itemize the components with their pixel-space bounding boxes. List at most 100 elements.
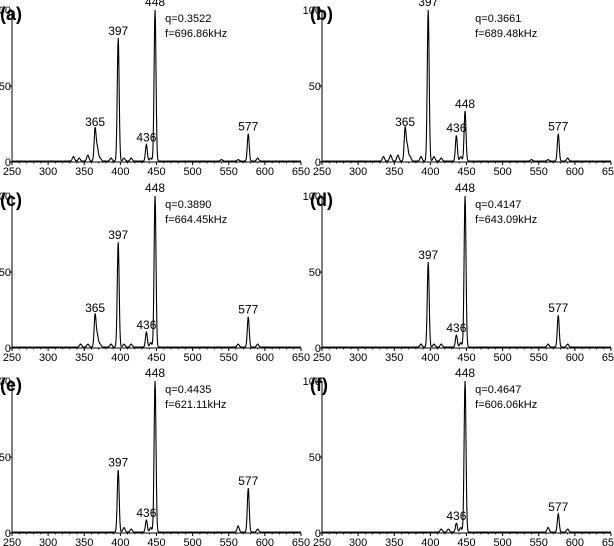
peak-label: 397 xyxy=(108,456,128,470)
panel-label: (a) xyxy=(0,4,22,24)
x-tick-label: 350 xyxy=(385,537,403,546)
peak-label: 397 xyxy=(418,0,438,9)
x-tick-label: 250 xyxy=(3,537,21,546)
x-tick-label: 550 xyxy=(530,352,548,364)
peak-label: 365 xyxy=(85,301,105,315)
x-tick-label: 650 xyxy=(292,166,310,178)
x-tick-label: 550 xyxy=(530,166,548,178)
y-tick-label: 50 xyxy=(0,267,11,279)
x-tick-label: 300 xyxy=(349,537,367,546)
x-tick-label: 300 xyxy=(349,166,367,178)
q-annotation: q=0.3522 xyxy=(165,13,211,25)
peak-label: 436 xyxy=(136,130,156,144)
peak-label: 448 xyxy=(145,0,165,9)
peak-label: 436 xyxy=(136,318,156,332)
y-tick-label: 100 xyxy=(0,5,11,17)
x-tick-label: 250 xyxy=(313,166,331,178)
x-tick-label: 600 xyxy=(566,537,584,546)
peak-label: 577 xyxy=(548,301,568,315)
x-tick-label: 650 xyxy=(602,166,614,178)
y-tick-label: 0 xyxy=(315,157,321,169)
x-tick-label: 450 xyxy=(457,352,475,364)
x-tick-label: 350 xyxy=(385,352,403,364)
x-tick-label: 250 xyxy=(3,352,21,364)
x-tick-label: 350 xyxy=(75,537,93,546)
x-tick-label: 400 xyxy=(421,166,439,178)
y-tick-label: 50 xyxy=(309,452,321,464)
x-tick-label: 350 xyxy=(75,352,93,364)
y-tick-label: 0 xyxy=(5,528,11,540)
peak-label: 577 xyxy=(238,120,258,134)
x-tick-label: 300 xyxy=(39,352,57,364)
y-tick-label: 100 xyxy=(303,191,321,203)
x-tick-label: 650 xyxy=(602,352,614,364)
x-tick-label: 650 xyxy=(602,537,614,546)
panel-label: (f) xyxy=(310,375,328,395)
spectrum-panel: 250 300 350 400 450 500 550 600 650 0 50 100 365 397 4… xyxy=(303,0,614,178)
peak-label: 397 xyxy=(108,24,128,38)
peak-label: 577 xyxy=(238,474,258,488)
x-tick-label: 300 xyxy=(349,352,367,364)
x-tick-label: 400 xyxy=(111,166,129,178)
q-annotation: q=0.3890 xyxy=(165,199,211,211)
y-tick-label: 50 xyxy=(0,452,11,464)
spectrum-panel: 250 300 350 400 450 500 550 600 650 0 50 100 397 436 4… xyxy=(0,366,310,546)
x-tick-label: 600 xyxy=(256,166,274,178)
y-tick-label: 0 xyxy=(5,343,11,355)
x-tick-label: 550 xyxy=(220,352,238,364)
x-tick-label: 250 xyxy=(313,537,331,546)
x-tick-label: 600 xyxy=(256,352,274,364)
panel-label: (e) xyxy=(0,375,22,395)
peak-label: 448 xyxy=(145,181,165,195)
y-tick-label: 100 xyxy=(303,5,321,17)
peak-label: 397 xyxy=(418,248,438,262)
peak-label: 365 xyxy=(395,115,415,129)
y-tick-label: 0 xyxy=(315,528,321,540)
x-tick-label: 450 xyxy=(147,537,165,546)
peak-label: 448 xyxy=(455,366,475,380)
q-annotation: q=0.4435 xyxy=(165,384,211,396)
spectrum-panel: 250 300 350 400 450 500 550 600 650 0 50 100 397 436 4… xyxy=(303,181,614,364)
y-tick-label: 0 xyxy=(5,157,11,169)
x-tick-label: 600 xyxy=(566,352,584,364)
f-annotation: f=664.45kHz xyxy=(165,214,227,226)
peak-label: 436 xyxy=(136,506,156,520)
y-tick-label: 50 xyxy=(309,81,321,93)
panel-label: (c) xyxy=(0,190,22,210)
panel-label: (d) xyxy=(310,190,333,210)
x-tick-label: 400 xyxy=(421,537,439,546)
x-tick-label: 350 xyxy=(75,166,93,178)
f-annotation: f=696.86kHz xyxy=(165,28,227,40)
spectrum-panel: 250 300 350 400 450 500 550 600 650 0 50 100 365 397 4… xyxy=(0,0,310,178)
spectrum-panel: 250 300 350 400 450 500 550 600 650 0 50 100 436 448 5… xyxy=(303,366,614,546)
y-tick-label: 0 xyxy=(315,343,321,355)
peak-label: 577 xyxy=(548,120,568,134)
spectrum-line xyxy=(11,380,302,534)
spectrum-line xyxy=(321,380,612,534)
spectrum-line xyxy=(321,9,612,163)
peak-label: 577 xyxy=(548,500,568,514)
x-tick-label: 450 xyxy=(147,352,165,364)
x-tick-label: 500 xyxy=(493,166,511,178)
x-tick-label: 500 xyxy=(493,537,511,546)
y-tick-label: 50 xyxy=(0,81,11,93)
x-tick-label: 450 xyxy=(457,166,475,178)
x-tick-label: 300 xyxy=(39,537,57,546)
peak-label: 397 xyxy=(108,228,128,242)
f-annotation: f=643.09kHz xyxy=(475,214,537,226)
f-annotation: f=689.48kHz xyxy=(475,28,537,40)
q-annotation: q=0.4647 xyxy=(475,384,521,396)
x-tick-label: 650 xyxy=(292,537,310,546)
x-tick-label: 450 xyxy=(457,537,475,546)
peak-label: 436 xyxy=(446,509,466,523)
x-tick-label: 400 xyxy=(111,537,129,546)
spectrum-line xyxy=(11,195,302,349)
x-tick-label: 550 xyxy=(220,166,238,178)
x-tick-label: 650 xyxy=(292,352,310,364)
x-tick-label: 500 xyxy=(183,166,201,178)
x-tick-label: 350 xyxy=(385,166,403,178)
x-tick-label: 450 xyxy=(147,166,165,178)
peak-label: 448 xyxy=(455,181,475,195)
x-tick-label: 500 xyxy=(493,352,511,364)
